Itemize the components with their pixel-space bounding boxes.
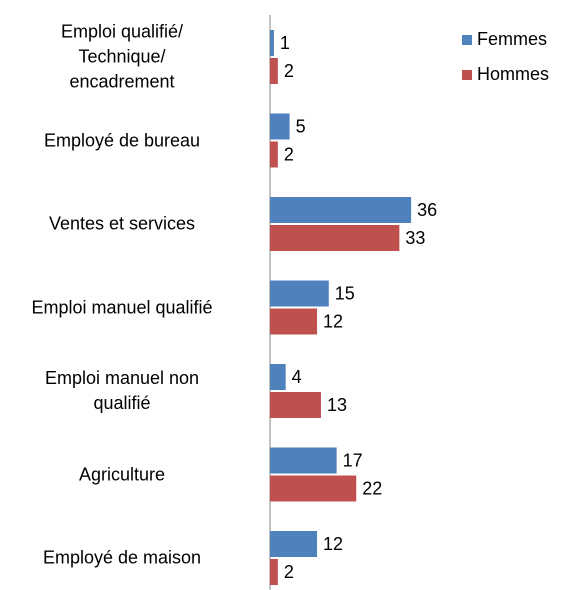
legend-swatch	[462, 70, 472, 80]
data-label: 12	[323, 311, 343, 331]
bar	[270, 113, 290, 140]
bar	[270, 141, 278, 168]
bar	[270, 58, 278, 84]
category-label: Emploi manuel qualifié	[31, 297, 213, 317]
bar	[270, 308, 318, 335]
bar	[270, 364, 286, 390]
legend-label: Femmes	[477, 29, 547, 49]
bar	[270, 559, 278, 585]
data-label: 33	[405, 228, 425, 248]
category-label: Emploi manuel non qualifié	[44, 368, 200, 413]
category-label: Employé de bureau	[43, 130, 201, 150]
data-label: 4	[292, 367, 302, 387]
data-label: 22	[362, 478, 382, 498]
bar	[270, 197, 412, 223]
bar	[270, 475, 357, 502]
category-label: Employé de maison	[42, 547, 202, 568]
legend-swatch	[462, 35, 472, 45]
category-label: Agriculture	[78, 464, 166, 484]
data-label: 17	[343, 450, 363, 470]
data-label: 1	[280, 33, 290, 53]
bar	[270, 225, 400, 251]
category-label: Ventes et services	[48, 213, 196, 234]
bar	[270, 392, 321, 418]
bar	[270, 30, 274, 56]
data-label: 12	[323, 534, 343, 554]
category-label: Emploi qualifié/ Technique/ encadrement	[60, 21, 184, 92]
bar	[270, 447, 337, 474]
bar	[270, 280, 329, 307]
data-label: 2	[284, 144, 294, 164]
data-label: 5	[296, 116, 306, 136]
data-label: 2	[284, 562, 294, 582]
data-label: 2	[284, 61, 294, 81]
bar	[270, 531, 318, 557]
data-label: 36	[417, 200, 437, 220]
legend-label: Hommes	[477, 64, 549, 84]
data-label: 15	[335, 283, 355, 303]
data-label: 13	[327, 395, 347, 415]
